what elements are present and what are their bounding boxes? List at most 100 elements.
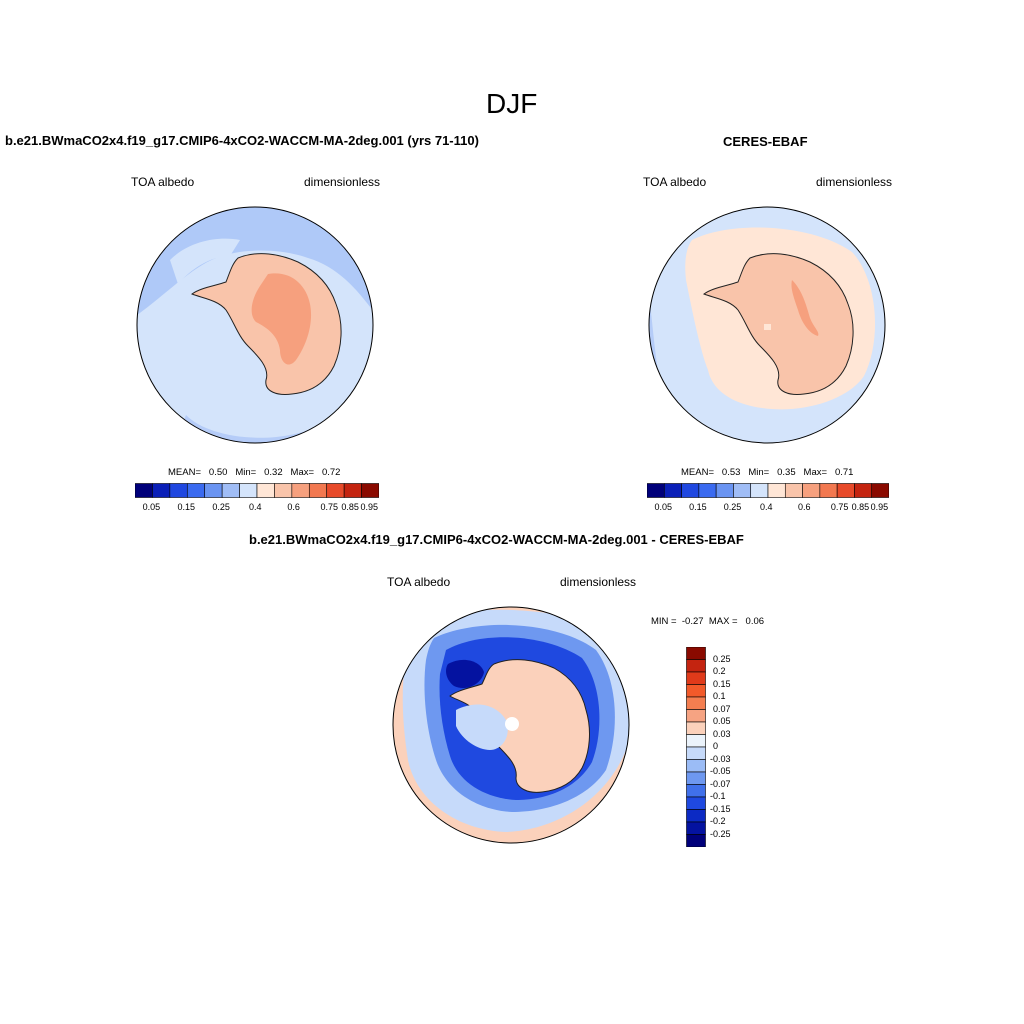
panel3-colorbar-tick-label: -0.03 <box>710 753 731 764</box>
panel3-colorbar-swatch <box>686 746 706 760</box>
panel1-colorbar-tick-label: 0.15 <box>177 502 196 512</box>
panel2-colorbar-swatch <box>715 483 734 498</box>
panel3-colorbar-tick-label: -0.1 <box>710 791 726 801</box>
panel1-colorbar-swatch <box>274 483 293 498</box>
panel3-pole-hole <box>505 717 519 731</box>
panel2-max-label: Max= <box>803 467 828 478</box>
panel3-colorbar-tick-label: 0.2 <box>713 666 726 676</box>
panel2-variable-label: TOA albedo <box>643 175 707 189</box>
panel1-colorbar-swatch <box>308 483 328 498</box>
panel2-antarctica <box>702 253 854 395</box>
panel2-min-label: Min= <box>748 467 770 478</box>
panel2-max-value: 0.71 <box>834 467 854 478</box>
panel3-colorbar-tick-label: 0 <box>713 741 719 751</box>
panel2-colorbar-swatch <box>871 483 889 498</box>
panel1-map <box>136 206 374 444</box>
panel2-pole-spot <box>764 324 771 330</box>
panel2-map <box>648 206 886 444</box>
panel1-colorbar-swatch <box>186 483 206 498</box>
panel3-colorbar-swatch <box>686 721 706 735</box>
panel2-colorbar-swatch <box>819 483 838 498</box>
panel2-ocean-west <box>649 260 662 400</box>
panel1-colorbar-swatch <box>204 483 223 498</box>
panel2-title: CERES-EBAF <box>723 134 808 149</box>
panel2-colorbar-tick-label: 0.6 <box>798 502 811 512</box>
panel3-colorbar-tick-label: 0.05 <box>713 716 731 726</box>
panel1-antarctica-interior <box>251 273 312 365</box>
panel1-title: b.e21.BWmaCO2x4.f19_g17.CMIP6-4xCO2-WACC… <box>5 133 479 148</box>
panel3-colorbar-swatch <box>686 809 706 823</box>
panel2-colorbar-swatch <box>854 483 873 498</box>
panel1-colorbar <box>135 483 379 498</box>
panel2-min-value: 0.35 <box>777 467 796 478</box>
panel2-antarctica-ridge <box>791 280 819 336</box>
panel1-colorbar-swatch <box>239 483 258 498</box>
panel3-colorbar-swatch <box>686 821 706 835</box>
panel3-neg-core <box>446 659 484 689</box>
panel3-colorbar-tick-label: 0.1 <box>713 691 726 701</box>
panel1-ocean-band <box>137 207 373 320</box>
panel3-antarctica <box>449 659 590 793</box>
panel2-colorbar-tick-label: 0.85 <box>851 502 870 512</box>
panel3-colorbar-swatch <box>686 671 706 685</box>
panel1-colorbar-swatch <box>291 483 310 498</box>
panel1-colorbar-ticks: 0.05 0.15 0.25 0.4 0.6 0.75 0.85 0.95 <box>135 502 379 516</box>
panel3-colorbar-swatch <box>686 709 706 723</box>
panel3-colorbar-tick-label: 0.15 <box>713 678 731 689</box>
panel3-colorbar-swatch <box>686 796 706 810</box>
panel3-max-label: MAX = <box>708 616 738 627</box>
panel2-colorbar-swatch <box>802 483 821 498</box>
panel2-colorbar-tick-label: 0.25 <box>723 502 742 512</box>
panel1-ocean-patch <box>170 238 240 284</box>
panel3-map <box>392 606 630 844</box>
panel2-colorbar-swatch <box>733 483 752 498</box>
panel1-map-border <box>136 206 374 444</box>
panel2-colorbar-swatch <box>836 483 855 498</box>
panel1-colorbar-tick-label: 0.25 <box>212 502 230 512</box>
panel2-mean-value: 0.53 <box>721 467 741 478</box>
panel1-colorbar-swatch <box>135 483 153 498</box>
panel3-stats: MIN = -0.27 MAX = 0.06 <box>651 616 764 627</box>
panel1-colorbar-tick-label: 0.85 <box>341 502 359 512</box>
panel3-max-value: 0.06 <box>745 616 765 627</box>
panel1-stats: MEAN= 0.50 Min= 0.32 Max= 0.72 <box>168 467 340 478</box>
panel2-colorbar-swatch <box>663 483 682 498</box>
panel1-colorbar-swatch <box>152 483 171 498</box>
panel1-colorbar-tick-label: 0.95 <box>360 502 379 512</box>
panel3-colorbar-swatch <box>686 834 706 847</box>
panel3-colorbar-tick-label: 0.03 <box>713 728 731 739</box>
panel1-colorbar-swatch <box>326 483 345 498</box>
panel2-colorbar-tick-label: 0.4 <box>760 502 773 512</box>
panel2-colorbar-swatch <box>681 483 700 498</box>
panel3-colorbar-swatch <box>686 684 706 698</box>
panel3-colorbar-swatch <box>686 784 706 798</box>
panel3-title: b.e21.BWmaCO2x4.f19_g17.CMIP6-4xCO2-WACC… <box>249 532 744 547</box>
panel3-colorbar-tick-label: -0.25 <box>710 828 731 839</box>
panel2-colorbar-swatch <box>647 483 665 498</box>
panel2-colorbar-ticks: 0.05 0.15 0.25 0.4 0.6 0.75 0.85 0.95 <box>647 502 889 516</box>
panel1-colorbar-tick-label: 0.6 <box>287 502 300 512</box>
panel3-colorbar-tick-label: -0.2 <box>710 816 726 826</box>
panel3-map-border <box>392 606 630 844</box>
panel2-units-label: dimensionless <box>816 175 893 189</box>
panel3-colorbar-tick-label: -0.15 <box>710 803 731 814</box>
panel1-colorbar-tick-label: 0.4 <box>249 502 262 512</box>
panel2-mean-label: MEAN= <box>681 467 714 478</box>
panel3-colorbar-swatch <box>686 759 706 773</box>
panel1-min-value: 0.32 <box>264 467 283 478</box>
panel1-colorbar-swatch <box>343 483 362 498</box>
panel2-colorbar-swatch <box>767 483 786 498</box>
panel3-colorbar-swatch <box>686 771 706 785</box>
panel1-units-label: dimensionless <box>304 175 381 189</box>
panel1-colorbar-swatch <box>221 483 240 498</box>
panel2-stats: MEAN= 0.53 Min= 0.35 Max= 0.71 <box>681 467 853 478</box>
panel1-mean-value: 0.50 <box>208 467 228 478</box>
panel1-max-label: Max= <box>290 467 315 478</box>
panel3-ross-region <box>456 704 508 750</box>
panel3-colorbar-swatch <box>686 647 706 660</box>
panel3-colorbar-swatch <box>686 659 706 673</box>
panel3-units-label: dimensionless <box>560 575 637 589</box>
panel2-colorbar-swatch <box>698 483 717 498</box>
panel2-colorbar-tick-label: 0.15 <box>689 502 707 512</box>
panel2-colorbar-tick-label: 0.95 <box>870 502 889 512</box>
